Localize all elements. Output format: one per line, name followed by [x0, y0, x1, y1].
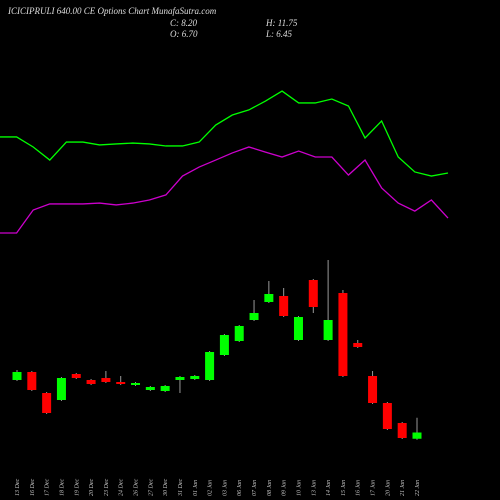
x-tick-label: 26 Dec: [134, 479, 140, 496]
x-tick-label: 17 Jan: [371, 480, 377, 496]
x-tick-label: 27 Dec: [148, 479, 154, 496]
candle-body: [116, 382, 126, 384]
x-tick-label: 15 Jan: [341, 480, 347, 496]
close-label: C: 8.20: [170, 18, 198, 28]
x-tick-label: 18 Dec: [59, 479, 65, 496]
candle-body: [145, 387, 155, 390]
x-tick-label: 03 Jan: [222, 480, 228, 496]
x-tick-label: 19 Dec: [74, 479, 80, 496]
candle-body: [264, 294, 274, 302]
x-tick-label: 21 Jan: [400, 480, 406, 496]
chart-title: ICICIPRULI 640.00 CE Options Chart Munaf…: [7, 6, 217, 16]
x-tick-label: 09 Jan: [282, 480, 288, 496]
candle-body: [353, 343, 363, 347]
x-tick-label: 01 Jan: [193, 480, 199, 496]
candle-body: [279, 296, 289, 316]
x-tick-label: 30 Dec: [163, 479, 169, 497]
x-tick-label: 02 Jan: [208, 480, 214, 496]
x-tick-label: 16 Jan: [356, 480, 362, 496]
candle-body: [249, 313, 259, 320]
candle-body: [12, 372, 22, 380]
candle-body: [293, 317, 303, 340]
x-tick-label: 17 Dec: [45, 479, 51, 496]
candle-body: [71, 374, 81, 378]
candle-body: [131, 383, 141, 385]
x-tick-label: 23 Dec: [104, 479, 110, 496]
candle-body: [190, 376, 200, 379]
high-label: H: 11.75: [265, 18, 298, 28]
x-tick-label: 16 Dec: [30, 479, 36, 496]
candle-body: [382, 403, 392, 429]
candle-body: [234, 326, 244, 341]
candle-body: [86, 380, 96, 384]
x-tick-label: 10 Jan: [296, 480, 302, 496]
x-tick-label: 20 Dec: [89, 479, 95, 496]
candle-body: [27, 372, 37, 390]
candle-body: [205, 352, 215, 380]
indicator-line: [0, 90, 449, 177]
indicator-line: [0, 146, 449, 234]
candle-body: [397, 423, 407, 438]
candle-body: [412, 432, 422, 439]
x-tick-label: 13 Jan: [311, 480, 317, 496]
candle-body: [323, 320, 333, 340]
x-tick-label: 14 Jan: [325, 480, 332, 496]
candle-body: [56, 378, 66, 400]
open-label: O: 6.70: [170, 29, 198, 39]
candle-body: [101, 378, 111, 382]
candle-body: [219, 335, 229, 355]
x-tick-label: 08 Jan: [267, 480, 273, 496]
x-tick-label: 06 Jan: [237, 480, 243, 496]
x-tick-label: 22 Jan: [415, 480, 421, 496]
candle-body: [42, 393, 52, 413]
x-tick-label: 13 Dec: [15, 479, 21, 496]
candle-body: [160, 386, 170, 391]
x-tick-label: 20 Jan: [385, 480, 391, 496]
x-tick-label: 07 Jan: [252, 480, 258, 496]
x-tick-label: 24 Dec: [118, 479, 125, 496]
candle-body: [308, 280, 318, 307]
candle-body: [175, 377, 185, 380]
candle-body: [338, 293, 348, 376]
candle-body: [368, 376, 378, 403]
x-tick-label: 31 Dec: [178, 479, 184, 497]
low-label: L: 6.45: [265, 29, 293, 39]
